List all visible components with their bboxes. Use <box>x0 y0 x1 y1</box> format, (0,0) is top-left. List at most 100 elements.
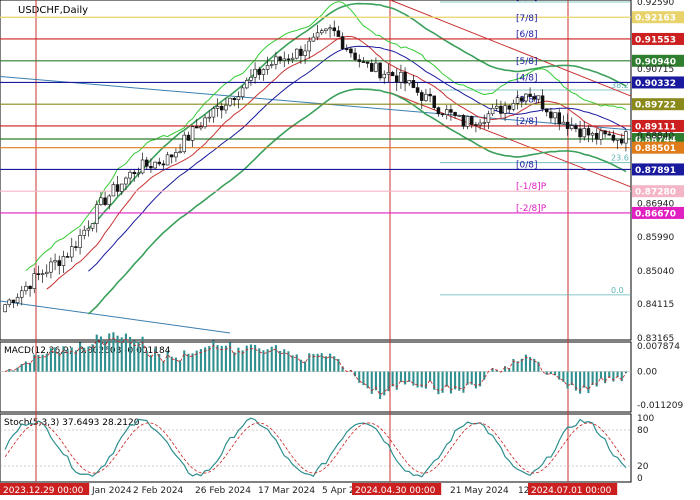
price-level-badge <box>632 206 684 219</box>
candle-body <box>594 132 599 140</box>
fib-level-label: 23.6 <box>611 154 629 163</box>
price-level-label: 0.92163 <box>635 14 676 24</box>
candle-body <box>194 126 199 129</box>
candle-body <box>40 273 45 275</box>
candle-body <box>144 159 149 167</box>
candle-body <box>82 229 87 236</box>
stoch-tick-label: 0 <box>637 474 643 484</box>
candle-body <box>394 75 399 83</box>
candle-body <box>299 48 303 56</box>
price-tick-label: 0.83165 <box>637 334 674 344</box>
candle-body <box>515 97 520 104</box>
candle-body <box>557 112 562 125</box>
candle-body <box>624 131 628 144</box>
candle-body <box>307 40 312 52</box>
candle-body <box>461 115 466 127</box>
candle-body <box>57 260 62 266</box>
candle-body <box>269 64 274 66</box>
candle-body <box>74 246 78 248</box>
candle-body <box>549 111 553 119</box>
murrey-label: [7/8] <box>516 14 538 24</box>
candle-body <box>7 299 12 305</box>
candle-body <box>444 109 449 115</box>
candle-body <box>340 36 345 49</box>
candle-body <box>186 134 191 141</box>
candle-body <box>507 105 512 110</box>
candle-body <box>140 159 145 174</box>
macd-layer: 0.007874 0.00 -0.011209 <box>0 332 683 411</box>
price-level-label: 0.87891 <box>635 166 676 176</box>
candle-body <box>411 80 416 88</box>
price-level-label: 0.86670 <box>635 209 676 219</box>
support-trend-line <box>0 300 231 334</box>
price-tick-label: 0.88840 <box>637 132 674 142</box>
candle-body <box>440 113 445 116</box>
x-axis-marker-bg <box>0 483 90 495</box>
candle-body <box>399 72 403 83</box>
stoch-tick-label: 20 <box>637 462 649 472</box>
candle-body <box>436 107 441 115</box>
candle-body <box>282 58 287 61</box>
candle-body <box>249 76 253 81</box>
candle-body <box>53 260 57 263</box>
candle-body <box>403 72 407 84</box>
candle-body <box>99 197 103 205</box>
candle-body <box>199 126 203 129</box>
candle-body <box>353 52 357 60</box>
price-level-label: 0.88501 <box>635 144 676 154</box>
candle-body <box>599 130 603 140</box>
candle-body <box>561 121 566 125</box>
macd-tick-label: -0.011209 <box>637 401 683 411</box>
candle-body <box>224 104 228 111</box>
candle-body <box>115 184 120 192</box>
bollinger-lower-line <box>87 88 627 315</box>
candle-body <box>19 290 24 298</box>
candle-body <box>540 95 545 110</box>
candle-body <box>482 122 487 124</box>
price-level-label: 0.91553 <box>635 35 676 45</box>
candle-body <box>169 154 174 158</box>
candle-body <box>261 69 266 75</box>
candle-body <box>244 80 249 89</box>
candle-body <box>119 183 124 192</box>
candle-body <box>386 72 391 75</box>
stoch-d-line <box>4 422 627 474</box>
candle-body <box>211 108 216 118</box>
candle-body <box>290 57 295 60</box>
candle-body <box>619 138 624 144</box>
candle-body <box>511 103 516 110</box>
candle-body <box>153 161 157 169</box>
candle-body <box>432 95 437 108</box>
candle-body <box>365 61 370 64</box>
candle-body <box>607 133 612 136</box>
candle-body <box>449 109 453 113</box>
candle-body <box>524 93 528 102</box>
price-level-badge <box>632 76 684 89</box>
candle-body <box>253 68 257 78</box>
candle-body <box>182 134 187 153</box>
macd-tick-label: 0.007874 <box>637 342 680 352</box>
price-level-label: 0.90332 <box>635 79 676 89</box>
price-level-badge <box>632 32 684 45</box>
murrey-label: [5/8] <box>516 57 538 67</box>
x-axis-tick-label: 17 Mar 2024 <box>258 486 315 496</box>
candle-body <box>240 87 245 98</box>
price-level-label: 0.88744 <box>635 136 676 146</box>
chikou-line <box>25 1 627 271</box>
candle-body <box>611 134 616 141</box>
candle-body <box>28 285 32 290</box>
channel-upper-line <box>389 0 632 97</box>
candle-body <box>286 58 291 61</box>
price-level-badge <box>632 141 684 154</box>
price-tick-label: 0.84115 <box>637 300 674 310</box>
x-axis-tick-label: 5 Apr 2024 <box>322 486 372 496</box>
long-trend-line <box>0 75 632 131</box>
candle-body <box>544 108 549 113</box>
candle-body <box>478 122 482 126</box>
price-level-badge <box>632 163 684 176</box>
candle-body <box>94 204 99 224</box>
stoch-panel <box>0 413 632 483</box>
murrey-label: [-2/8]P <box>516 204 547 214</box>
murrey-label: [2/8] <box>516 117 538 127</box>
symbol-title: USDCHF,Daily <box>18 5 88 16</box>
